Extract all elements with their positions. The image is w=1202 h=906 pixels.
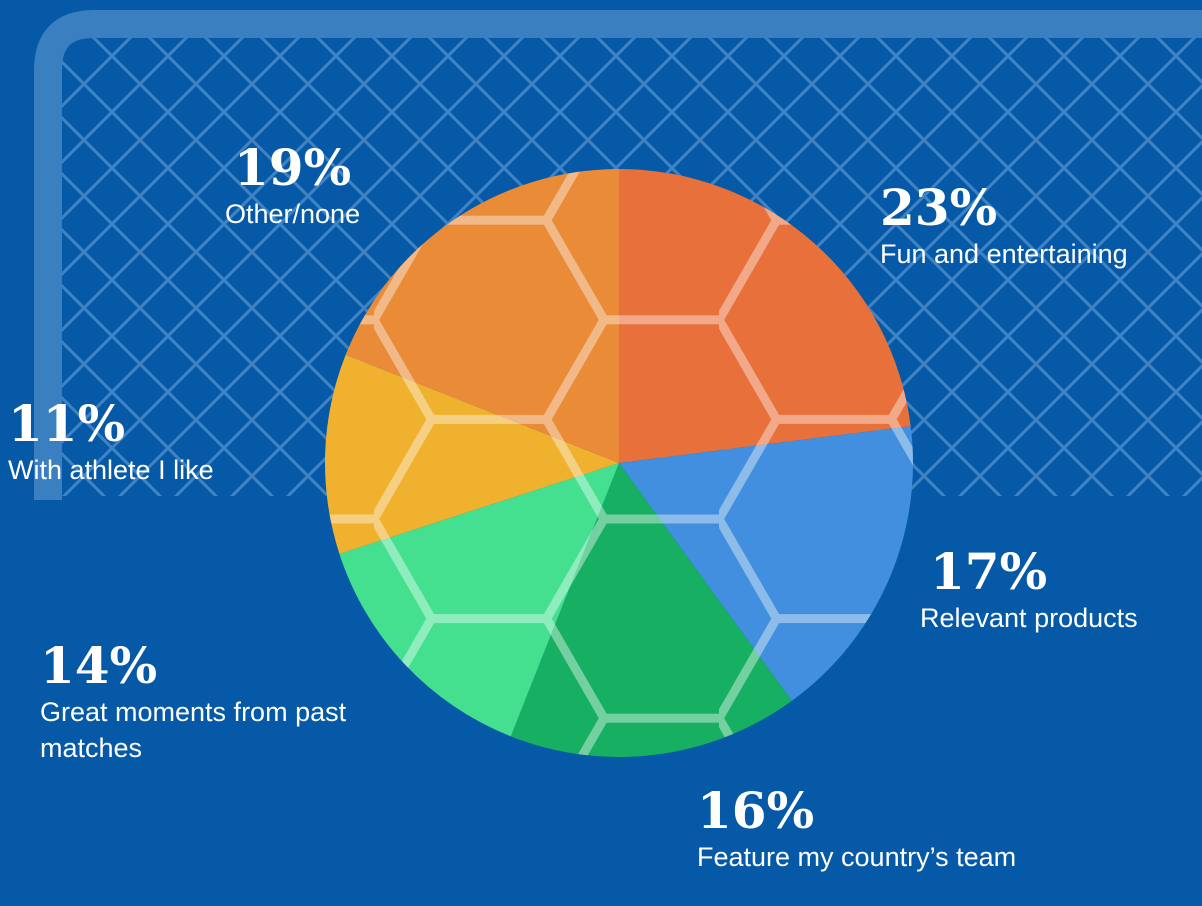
value-label: 11% [8, 394, 126, 453]
category-label: Other/none [225, 199, 361, 229]
label-5: 19% Other/none [225, 140, 360, 232]
label-0: 23% Fun and entertaining [880, 180, 1128, 272]
label-4: 11% With athlete I like [8, 396, 214, 488]
value-label: 23% [880, 178, 998, 237]
category-label: Fun and entertaining [880, 239, 1128, 269]
category-label: With athlete I like [8, 455, 214, 485]
label-1: 17% Relevant products [920, 544, 1138, 636]
value-label: 17% [930, 542, 1048, 601]
category-label: Relevant products [920, 603, 1138, 633]
label-2: 16% Feature my country’s team [697, 783, 1016, 875]
label-3: 14% Great moments from past matches [40, 638, 380, 766]
value-label: 19% [234, 138, 352, 197]
category-label: Great moments from past matches [40, 697, 347, 763]
value-label: 16% [697, 781, 815, 840]
category-label: Feature my country’s team [697, 842, 1017, 872]
value-label: 14% [40, 636, 158, 695]
hex-overlay [325, 169, 913, 757]
